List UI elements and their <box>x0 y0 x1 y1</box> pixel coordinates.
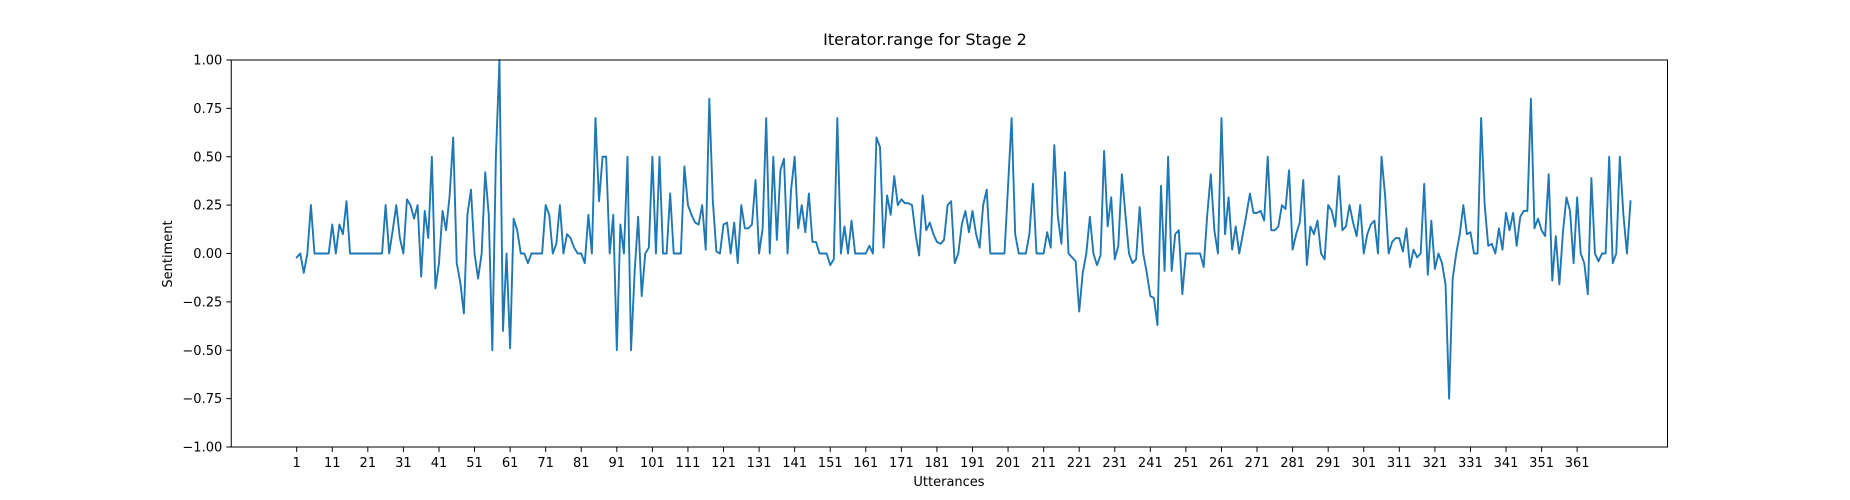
x-tick-label: 81 <box>573 456 590 471</box>
x-tick-label: 331 <box>1458 456 1483 471</box>
x-tick-label: 1 <box>293 456 301 471</box>
x-tick-label: 31 <box>395 456 412 471</box>
x-tick-label: 361 <box>1565 456 1590 471</box>
x-tick-label: 241 <box>1138 456 1163 471</box>
x-tick-label: 221 <box>1067 456 1092 471</box>
x-tick-label: 131 <box>747 456 772 471</box>
x-tick-label: 261 <box>1209 456 1234 471</box>
x-tick-label: 231 <box>1102 456 1127 471</box>
x-tick-label: 21 <box>360 456 377 471</box>
y-tick-label: −1.00 <box>182 441 222 456</box>
series-line <box>295 59 1632 400</box>
x-tick-label: 351 <box>1529 456 1554 471</box>
y-axis-label: Sentiment <box>161 220 176 287</box>
x-tick-label: 91 <box>609 456 626 471</box>
x-tick-label: 51 <box>466 456 483 471</box>
x-axis-label: Utterances <box>913 475 984 490</box>
x-tick-group: 1 11 21 31 41 51 61 71 81 91 101 111 121 131 141 151 161… <box>293 447 1590 471</box>
y-tick-label: 0.25 <box>193 199 222 214</box>
x-tick-label: 281 <box>1280 456 1305 471</box>
x-tick-label: 201 <box>996 456 1021 471</box>
x-tick-label: 211 <box>1031 456 1056 471</box>
x-tick-label: 271 <box>1245 456 1270 471</box>
y-tick-label: −0.25 <box>182 295 222 310</box>
x-tick-label: 251 <box>1173 456 1198 471</box>
x-tick-label: 321 <box>1422 456 1447 471</box>
x-tick-label: 101 <box>640 456 665 471</box>
x-tick-label: 111 <box>676 456 701 471</box>
y-tick-label: 0.50 <box>193 150 222 165</box>
x-tick-label: 141 <box>782 456 807 471</box>
x-tick-label: 301 <box>1351 456 1376 471</box>
plot-frame <box>230 59 1668 448</box>
y-tick-group: 1.00 0.75 0.50 0.25 0.00 −0.25 −0.50 −0.75 −1.00 <box>182 54 232 456</box>
y-tick-label: 0.75 <box>193 102 222 117</box>
x-tick-label: 191 <box>960 456 985 471</box>
x-tick-label: 161 <box>853 456 878 471</box>
y-tick-label: 0.00 <box>193 247 222 262</box>
y-tick-label: −0.50 <box>182 344 222 359</box>
x-tick-label: 61 <box>502 456 519 471</box>
x-tick-label: 171 <box>889 456 914 471</box>
x-tick-label: 151 <box>818 456 843 471</box>
x-tick-label: 11 <box>324 456 341 471</box>
chart-title: Iterator.range for Stage 2 <box>823 30 1027 49</box>
x-tick-label: 341 <box>1494 456 1519 471</box>
x-tick-label: 291 <box>1316 456 1341 471</box>
y-tick-label: 1.00 <box>193 54 222 69</box>
x-tick-label: 311 <box>1387 456 1412 471</box>
x-tick-label: 181 <box>925 456 950 471</box>
y-tick-label: −0.75 <box>182 392 222 407</box>
x-tick-label: 41 <box>431 456 448 471</box>
x-tick-label: 71 <box>537 456 554 471</box>
x-tick-label: 121 <box>711 456 736 471</box>
